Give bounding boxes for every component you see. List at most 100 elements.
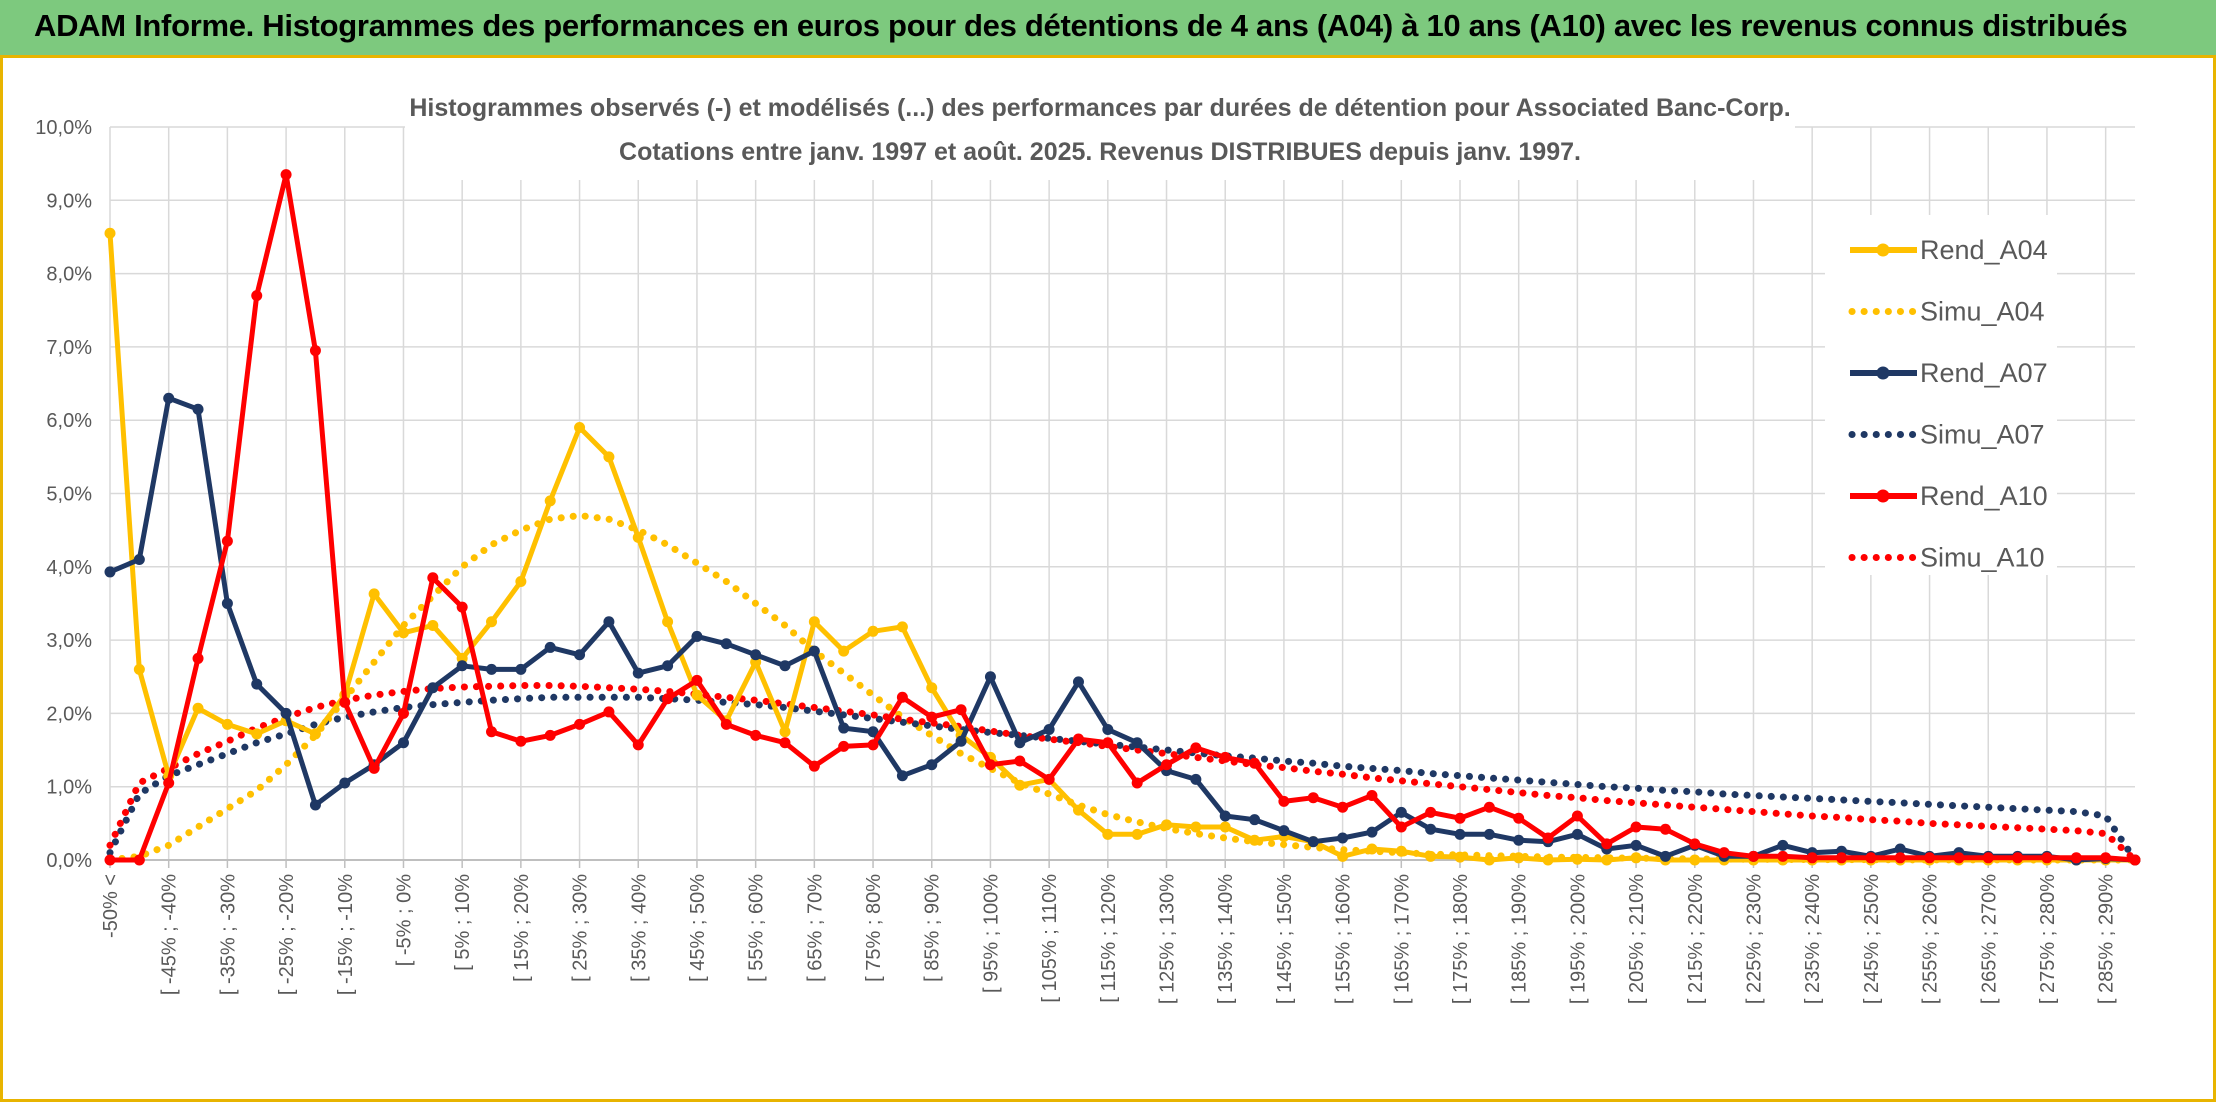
data-point <box>427 572 439 584</box>
series-layer <box>104 169 2141 866</box>
data-point <box>133 854 145 866</box>
data-point <box>2070 852 2082 864</box>
data-point <box>1249 814 1261 826</box>
x-tick-label: [ 125% ; 130% <box>1157 874 1179 1004</box>
data-point <box>1219 751 1231 763</box>
series-simu-a04 <box>106 511 2139 864</box>
x-tick-label: [ 165% ; 170% <box>1391 874 1413 1004</box>
data-point <box>750 649 762 661</box>
title-layer: Histogrammes observés (-) et modélisés (… <box>405 84 1795 180</box>
data-point <box>339 696 351 708</box>
data-point <box>1337 832 1349 844</box>
y-tick-label: 0,0% <box>46 850 92 872</box>
data-point <box>1513 812 1525 824</box>
legend-marker <box>1876 366 1890 380</box>
report-title: ADAM Informe. Histogrammes des performan… <box>34 8 2128 43</box>
x-tick-label: [ 245% ; 250% <box>1861 874 1883 1004</box>
y-tick-label: 8,0% <box>46 264 92 286</box>
data-point <box>133 553 145 565</box>
data-point <box>984 759 996 771</box>
data-point <box>574 649 586 661</box>
data-point <box>867 726 879 738</box>
data-point <box>2100 852 2112 864</box>
data-point <box>1894 852 1906 864</box>
data-point <box>133 663 145 675</box>
data-point <box>720 638 732 650</box>
data-point <box>867 625 879 637</box>
data-point <box>1454 828 1466 840</box>
data-point <box>1747 850 1759 862</box>
data-point <box>1924 852 1936 864</box>
data-point <box>1659 850 1671 862</box>
x-tick-label: [ 25% ; 30% <box>570 874 592 982</box>
data-point <box>1072 733 1084 745</box>
data-point <box>1630 821 1642 833</box>
x-tick-label: [ 105% ; 110% <box>1039 874 1061 1003</box>
data-point <box>1542 832 1554 844</box>
data-point <box>309 345 321 357</box>
data-point <box>251 290 263 302</box>
data-point <box>1337 850 1349 862</box>
chart-title: Histogrammes observés (-) et modélisés (… <box>409 94 1790 122</box>
x-tick-label: [ 85% ; 90% <box>922 874 944 982</box>
data-point <box>1865 852 1877 864</box>
data-point <box>544 495 556 507</box>
data-point <box>515 735 527 747</box>
x-tick-label: [ 145% ; 150% <box>1274 874 1296 1004</box>
x-tick-label: [ 175% ; 180% <box>1450 874 1472 1004</box>
series-line <box>109 395 2136 863</box>
data-point <box>1953 852 1965 864</box>
data-point <box>192 403 204 415</box>
x-tick-label: [ 205% ; 210% <box>1626 874 1648 1004</box>
data-point <box>662 660 674 672</box>
series-simu-a07 <box>106 693 2139 864</box>
x-tick-label: [ 275% ; 280% <box>2037 874 2059 1004</box>
series-rend-a10 <box>104 169 2141 866</box>
data-point <box>955 704 967 716</box>
legend-label: Rend_A04 <box>1920 235 2048 265</box>
legend-marker <box>1876 243 1890 257</box>
data-point <box>1219 821 1231 833</box>
data-point <box>1777 850 1789 862</box>
data-point <box>1043 724 1055 736</box>
x-tick-label: [ 75% ; 80% <box>863 874 885 982</box>
x-tick-label: [ 135% ; 140% <box>1215 874 1237 1004</box>
data-point <box>1483 854 1495 866</box>
data-point <box>221 535 233 547</box>
y-tick-label: 10,0% <box>35 117 92 139</box>
data-point <box>163 777 175 789</box>
data-point <box>1102 737 1114 749</box>
data-point <box>309 728 321 740</box>
x-tick-label: [ 235% ; 240% <box>1802 874 1824 1004</box>
data-point <box>691 689 703 701</box>
legend-label: Simu_A07 <box>1920 420 2045 450</box>
data-point <box>808 616 820 628</box>
data-point <box>1395 806 1407 818</box>
legend-label: Simu_A04 <box>1920 297 2045 327</box>
data-point <box>603 451 615 463</box>
y-tick-label: 2,0% <box>46 703 92 725</box>
x-tick-label: [ 185% ; 190% <box>1509 874 1531 1004</box>
series-line <box>106 511 2139 864</box>
data-point <box>515 575 527 587</box>
series-simu-a10 <box>106 682 2139 864</box>
legend-marker <box>1876 489 1890 503</box>
chart-subtitle: Cotations entre janv. 1997 et août. 2025… <box>619 138 1581 166</box>
data-point <box>838 740 850 752</box>
data-point <box>1190 821 1202 833</box>
data-point <box>808 760 820 772</box>
data-point <box>808 645 820 657</box>
data-point <box>896 621 908 633</box>
data-point <box>1395 845 1407 857</box>
data-point <box>1366 826 1378 838</box>
data-point <box>574 422 586 434</box>
x-tick-label: [ 115% ; 120% <box>1098 874 1120 1003</box>
x-tick-label: [ -5% ; 0% <box>393 874 415 966</box>
data-point <box>1806 852 1818 864</box>
data-point <box>1718 847 1730 859</box>
legend: Rend_A04 Simu_A04 Rend_A07 Simu_A07 Rend_A10… <box>1825 215 2057 575</box>
data-point <box>368 588 380 600</box>
data-point <box>104 566 116 578</box>
data-point <box>486 726 498 738</box>
data-point <box>926 711 938 723</box>
